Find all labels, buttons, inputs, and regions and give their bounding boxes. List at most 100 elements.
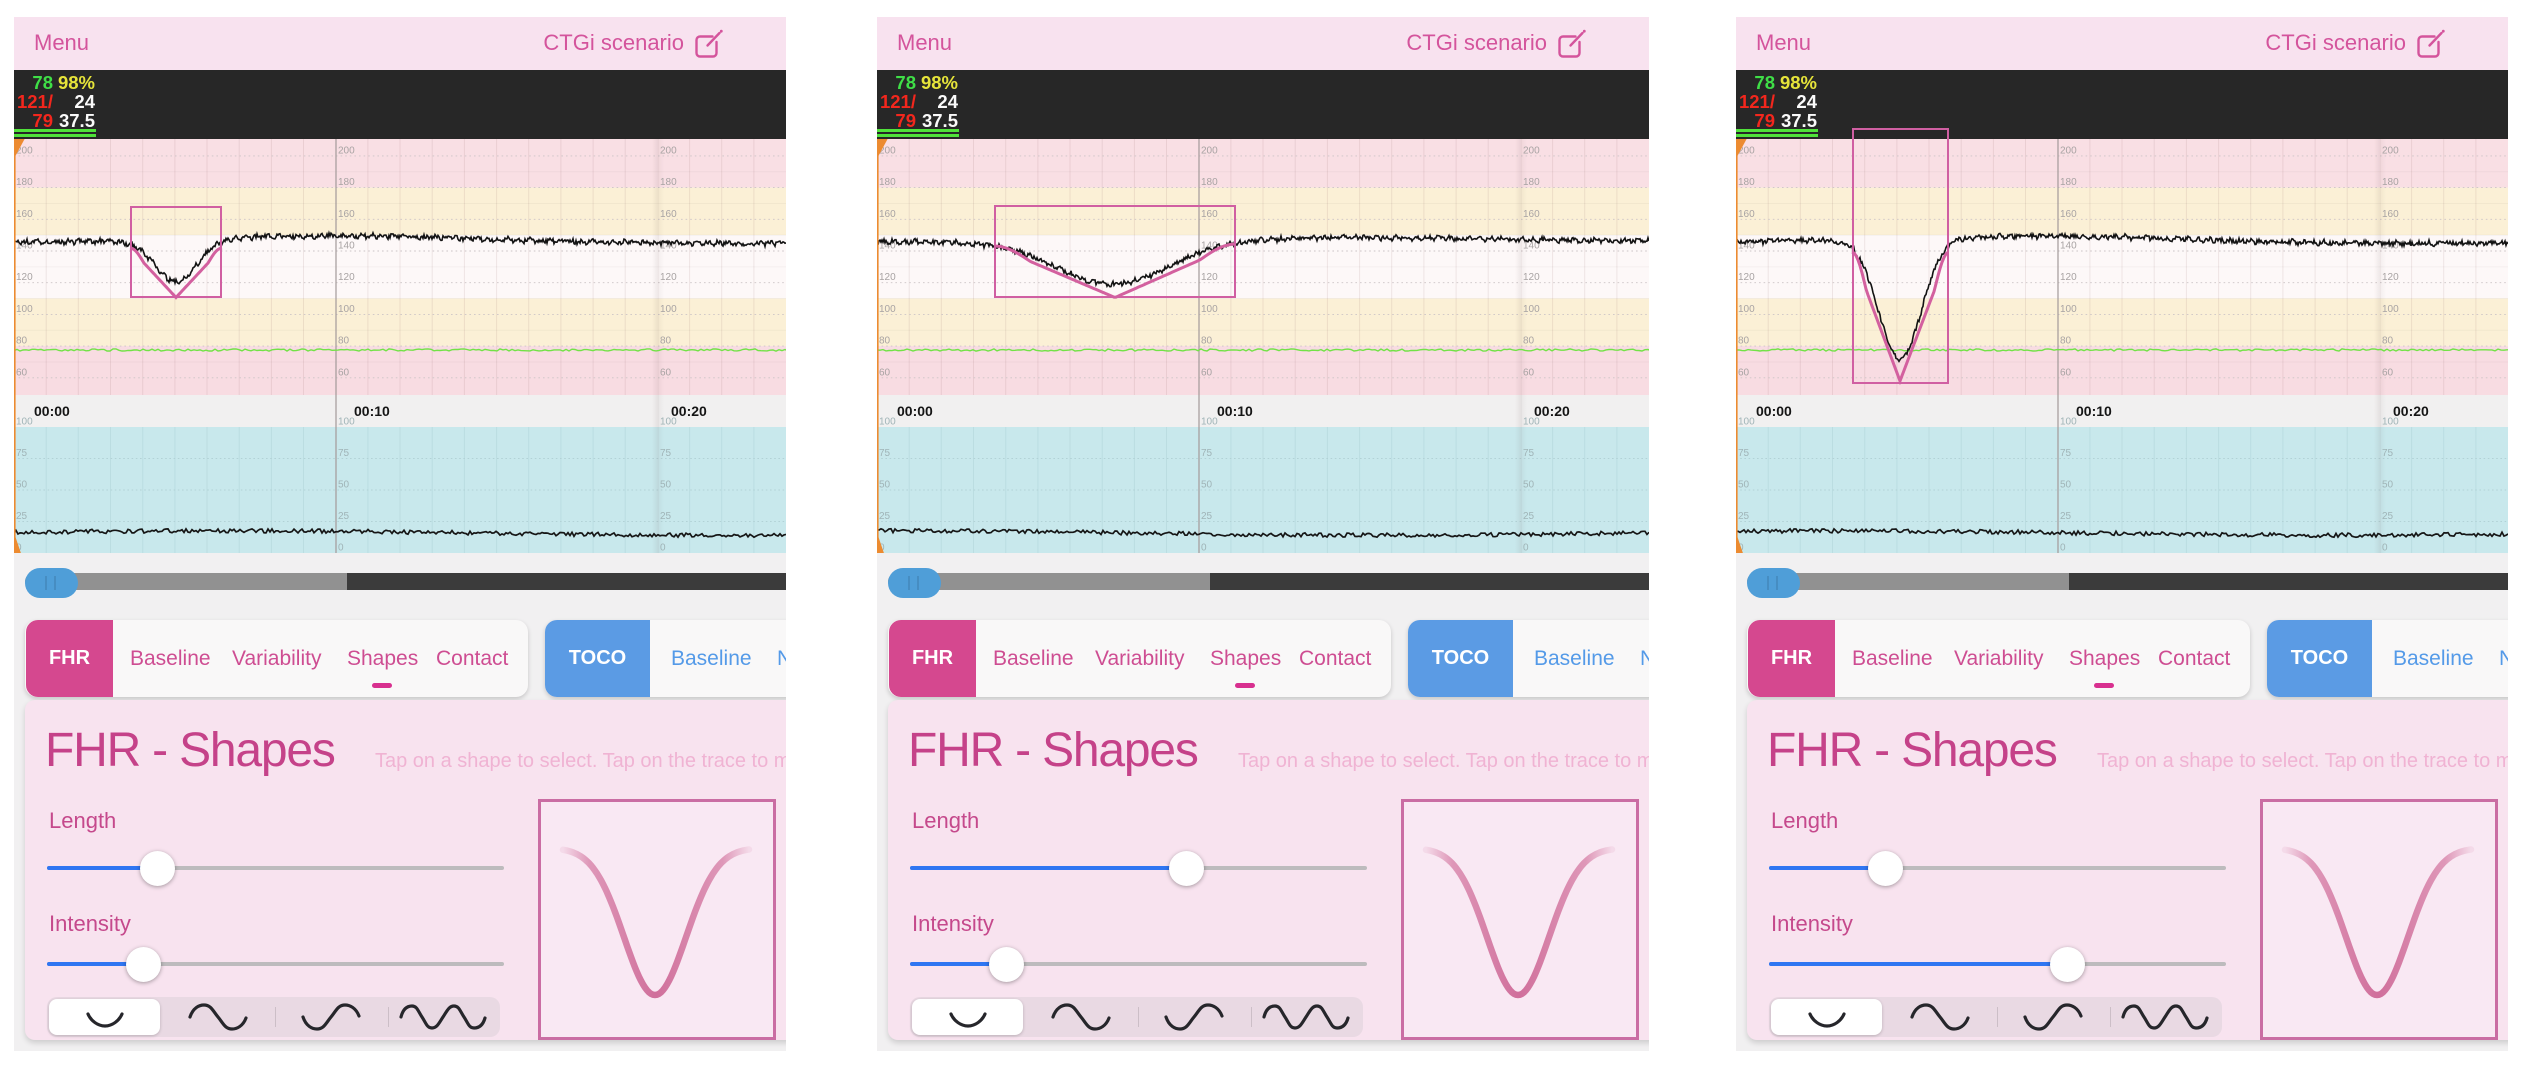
svg-text:80: 80 <box>2382 336 2394 347</box>
svg-text:180: 180 <box>1738 177 1755 188</box>
svg-text:140: 140 <box>879 241 896 252</box>
svg-text:25: 25 <box>1201 511 1213 522</box>
svg-text:100: 100 <box>1523 417 1540 428</box>
svg-text:00:20: 00:20 <box>1534 403 1570 419</box>
svg-text:100: 100 <box>1523 304 1540 315</box>
svg-text:180: 180 <box>1523 177 1540 188</box>
svg-text:160: 160 <box>1738 209 1755 220</box>
svg-text:60: 60 <box>16 367 28 378</box>
svg-text:0: 0 <box>1201 543 1207 554</box>
svg-text:25: 25 <box>2060 511 2072 522</box>
svg-text:75: 75 <box>2060 448 2072 459</box>
svg-text:180: 180 <box>16 177 33 188</box>
svg-text:100: 100 <box>2060 304 2077 315</box>
svg-text:140: 140 <box>1201 241 1218 252</box>
svg-text:50: 50 <box>16 480 28 491</box>
svg-text:200: 200 <box>1201 145 1218 156</box>
svg-text:75: 75 <box>16 448 28 459</box>
svg-text:25: 25 <box>879 511 891 522</box>
svg-text:180: 180 <box>1201 177 1218 188</box>
svg-text:60: 60 <box>660 367 672 378</box>
svg-text:100: 100 <box>1201 304 1218 315</box>
svg-text:75: 75 <box>2382 448 2394 459</box>
svg-text:100: 100 <box>660 417 677 428</box>
svg-text:00:00: 00:00 <box>897 403 933 419</box>
svg-text:50: 50 <box>879 480 891 491</box>
svg-text:160: 160 <box>660 209 677 220</box>
svg-text:100: 100 <box>2382 304 2399 315</box>
svg-text:120: 120 <box>16 272 33 283</box>
svg-text:80: 80 <box>1201 336 1213 347</box>
svg-text:0: 0 <box>2060 543 2066 554</box>
svg-text:00:10: 00:10 <box>354 403 390 419</box>
svg-text:160: 160 <box>879 209 896 220</box>
svg-text:140: 140 <box>2060 241 2077 252</box>
svg-text:25: 25 <box>16 511 28 522</box>
svg-text:160: 160 <box>2382 209 2399 220</box>
svg-text:120: 120 <box>2060 272 2077 283</box>
svg-text:100: 100 <box>879 304 896 315</box>
svg-text:200: 200 <box>16 145 33 156</box>
svg-text:200: 200 <box>660 145 677 156</box>
svg-text:50: 50 <box>1523 480 1535 491</box>
svg-text:25: 25 <box>338 511 350 522</box>
svg-text:80: 80 <box>1523 336 1535 347</box>
svg-text:25: 25 <box>1738 511 1750 522</box>
svg-text:160: 160 <box>1201 209 1218 220</box>
svg-text:100: 100 <box>338 304 355 315</box>
svg-text:50: 50 <box>1201 480 1213 491</box>
svg-text:50: 50 <box>2060 480 2072 491</box>
svg-text:200: 200 <box>879 145 896 156</box>
svg-text:100: 100 <box>2060 417 2077 428</box>
svg-text:0: 0 <box>338 543 344 554</box>
svg-text:60: 60 <box>879 367 891 378</box>
svg-text:75: 75 <box>1523 448 1535 459</box>
svg-text:60: 60 <box>1523 367 1535 378</box>
svg-text:160: 160 <box>338 209 355 220</box>
svg-text:00:20: 00:20 <box>671 403 707 419</box>
svg-text:100: 100 <box>1738 417 1755 428</box>
svg-text:00:10: 00:10 <box>1217 403 1253 419</box>
svg-text:0: 0 <box>2382 543 2388 554</box>
svg-text:75: 75 <box>660 448 672 459</box>
svg-text:80: 80 <box>16 336 28 347</box>
svg-text:25: 25 <box>660 511 672 522</box>
svg-text:200: 200 <box>338 145 355 156</box>
svg-text:60: 60 <box>338 367 350 378</box>
svg-text:180: 180 <box>338 177 355 188</box>
svg-text:60: 60 <box>1738 367 1750 378</box>
svg-text:75: 75 <box>338 448 350 459</box>
svg-text:200: 200 <box>2382 145 2399 156</box>
svg-text:160: 160 <box>1523 209 1540 220</box>
svg-text:100: 100 <box>16 304 33 315</box>
svg-text:60: 60 <box>1201 367 1213 378</box>
svg-text:80: 80 <box>660 336 672 347</box>
svg-text:75: 75 <box>1738 448 1750 459</box>
svg-text:0: 0 <box>1523 543 1529 554</box>
svg-text:100: 100 <box>1738 304 1755 315</box>
svg-text:75: 75 <box>879 448 891 459</box>
svg-text:00:20: 00:20 <box>2393 403 2429 419</box>
svg-text:200: 200 <box>2060 145 2077 156</box>
svg-text:160: 160 <box>16 209 33 220</box>
svg-text:100: 100 <box>16 417 33 428</box>
svg-text:60: 60 <box>2382 367 2394 378</box>
svg-text:50: 50 <box>1738 480 1750 491</box>
svg-text:50: 50 <box>2382 480 2394 491</box>
svg-text:140: 140 <box>1523 241 1540 252</box>
svg-text:180: 180 <box>660 177 677 188</box>
svg-text:00:10: 00:10 <box>2076 403 2112 419</box>
svg-text:80: 80 <box>2060 336 2072 347</box>
svg-text:25: 25 <box>2382 511 2394 522</box>
svg-text:100: 100 <box>879 417 896 428</box>
svg-text:180: 180 <box>2382 177 2399 188</box>
svg-text:80: 80 <box>338 336 350 347</box>
svg-text:25: 25 <box>1523 511 1535 522</box>
svg-text:180: 180 <box>879 177 896 188</box>
svg-text:200: 200 <box>1738 145 1755 156</box>
svg-text:140: 140 <box>338 241 355 252</box>
svg-text:180: 180 <box>2060 177 2077 188</box>
svg-text:00:00: 00:00 <box>34 403 70 419</box>
svg-text:00:00: 00:00 <box>1756 403 1792 419</box>
svg-text:100: 100 <box>1201 417 1218 428</box>
